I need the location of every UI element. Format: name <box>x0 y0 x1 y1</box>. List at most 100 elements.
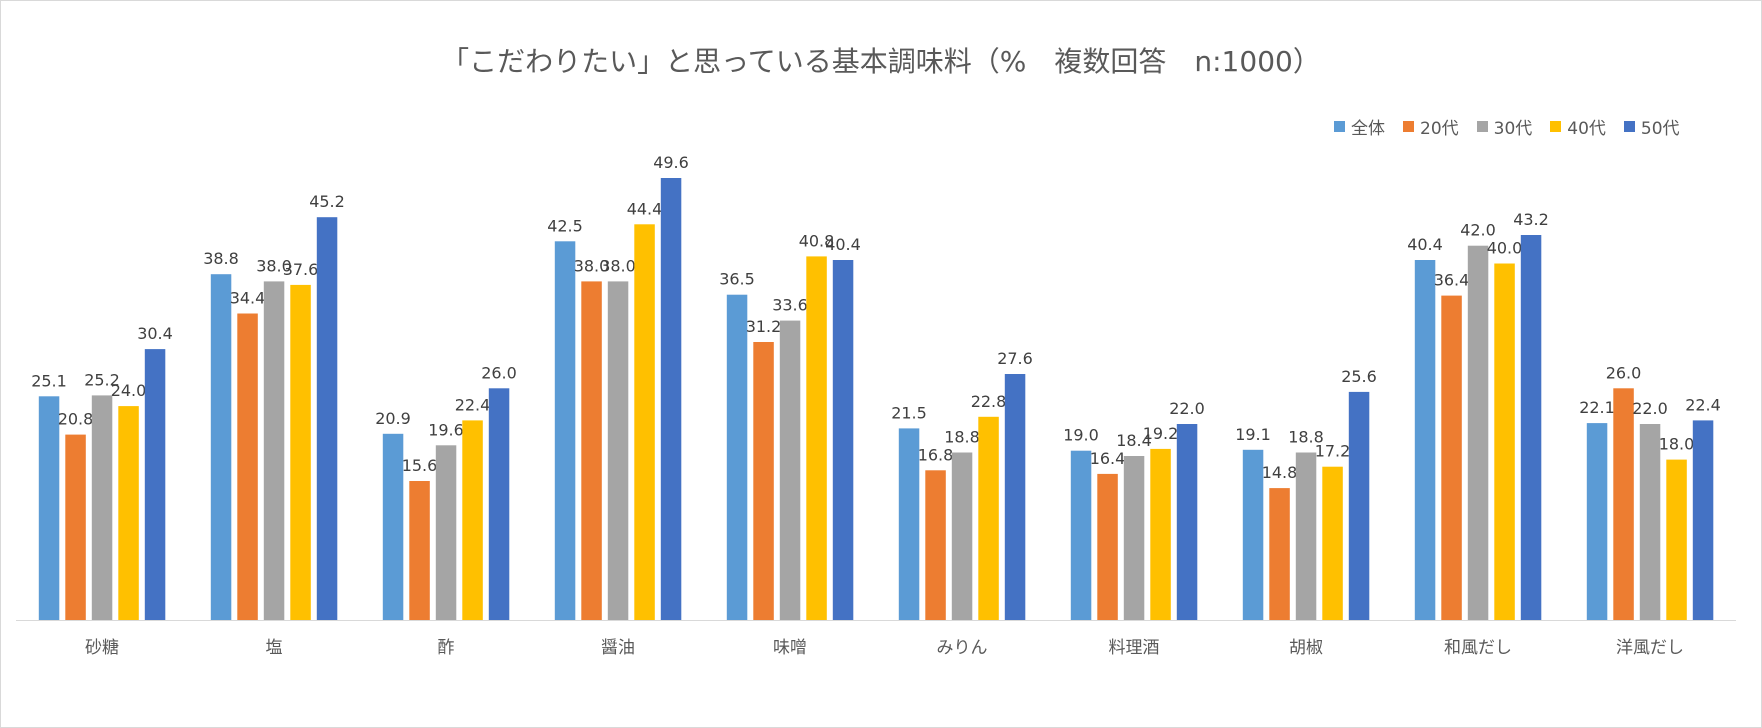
legend: 全体 20代 30代 40代 50代 <box>1334 114 1680 139</box>
legend-label: 20代 <box>1420 119 1459 139</box>
data-label: 36.5 <box>719 270 755 289</box>
data-label: 14.8 <box>1262 463 1298 482</box>
data-label: 15.6 <box>402 456 438 475</box>
legend-item: 30代 <box>1476 114 1533 139</box>
data-label: 38.0 <box>256 256 292 275</box>
data-label: 36.4 <box>1434 271 1470 290</box>
data-label: 22.1 <box>1579 398 1615 417</box>
bar <box>263 281 285 620</box>
data-label: 33.6 <box>772 296 808 315</box>
data-label: 40.4 <box>1407 235 1443 254</box>
bar <box>1467 245 1489 620</box>
bar <box>1123 456 1145 620</box>
bar <box>925 470 946 620</box>
data-label: 19.0 <box>1063 426 1099 445</box>
data-label: 18.0 <box>1659 435 1695 454</box>
legend-swatch <box>1403 121 1414 132</box>
data-label: 26.0 <box>481 363 517 382</box>
bar <box>1004 374 1026 620</box>
data-label: 19.1 <box>1235 425 1271 444</box>
data-label: 27.6 <box>997 349 1033 368</box>
data-label: 20.9 <box>375 409 411 428</box>
bar <box>1322 466 1343 620</box>
data-label: 42.5 <box>547 216 583 235</box>
bar <box>898 428 920 620</box>
data-label: 25.1 <box>31 371 67 390</box>
bar <box>38 396 60 620</box>
legend-swatch <box>1334 121 1345 132</box>
legend-swatch <box>1623 121 1635 132</box>
bar <box>91 395 113 620</box>
data-label: 43.2 <box>1513 210 1549 229</box>
bar <box>316 217 338 620</box>
category-label: 塩 <box>266 638 283 658</box>
data-label: 40.8 <box>799 231 835 250</box>
data-label: 38.8 <box>203 249 239 268</box>
data-label: 21.5 <box>891 403 927 422</box>
bar <box>1494 263 1515 620</box>
bar <box>1097 473 1118 620</box>
bar <box>951 452 973 620</box>
data-label: 16.4 <box>1090 449 1126 468</box>
bar <box>210 274 232 620</box>
legend-swatch <box>1476 121 1488 132</box>
bar <box>1613 388 1634 620</box>
data-label: 22.4 <box>1685 395 1721 414</box>
bar <box>1348 391 1370 620</box>
bar <box>634 224 655 621</box>
data-label: 25.2 <box>84 370 120 389</box>
legend-item: 40代 <box>1550 114 1606 139</box>
bar <box>1441 295 1462 620</box>
data-label: 20.8 <box>58 410 94 429</box>
category-label: みりん <box>937 638 988 658</box>
legend-label: 30代 <box>1493 119 1533 139</box>
bar <box>1414 260 1436 620</box>
bar <box>1242 449 1264 620</box>
legend-item: 50代 <box>1623 114 1680 139</box>
category-label: 砂糖 <box>85 638 119 658</box>
category-label: 胡椒 <box>1289 638 1323 658</box>
bar <box>581 281 602 620</box>
bar <box>1520 235 1542 620</box>
data-label: 38.0 <box>574 256 610 275</box>
data-label: 38.0 <box>600 256 636 275</box>
data-label: 30.4 <box>137 324 173 343</box>
category-label: 醤油 <box>601 638 635 658</box>
bar <box>290 284 311 620</box>
bar <box>488 388 510 620</box>
data-label: 31.2 <box>746 317 782 336</box>
data-label: 40.4 <box>825 235 861 254</box>
category-label: 味噌 <box>773 638 807 658</box>
bar <box>435 445 457 620</box>
data-label: 16.8 <box>918 445 954 464</box>
bar <box>1269 488 1290 620</box>
data-label: 42.0 <box>1460 221 1496 240</box>
legend-label: 全体 <box>1351 119 1385 139</box>
bar <box>382 433 404 620</box>
legend-label: 40代 <box>1567 119 1606 139</box>
bar <box>1176 424 1198 620</box>
bar <box>409 481 430 620</box>
data-label: 22.0 <box>1169 399 1205 418</box>
bar <box>1295 452 1317 620</box>
bar <box>462 420 483 620</box>
bar <box>1586 423 1608 620</box>
bar <box>554 241 576 621</box>
data-label: 22.0 <box>1632 399 1668 418</box>
bar <box>1070 450 1092 620</box>
data-label: 19.2 <box>1143 424 1179 443</box>
data-label: 24.0 <box>111 381 147 400</box>
bar <box>1666 459 1687 620</box>
data-label: 19.6 <box>428 420 464 439</box>
bar <box>237 313 258 620</box>
bar <box>1692 420 1714 620</box>
bar <box>832 260 854 620</box>
bar <box>726 294 748 620</box>
data-label: 37.6 <box>283 260 319 279</box>
bar <box>65 434 86 620</box>
category-label: 酢 <box>438 638 455 658</box>
bar <box>607 281 629 620</box>
bar <box>118 406 139 620</box>
data-label: 22.4 <box>455 395 491 414</box>
